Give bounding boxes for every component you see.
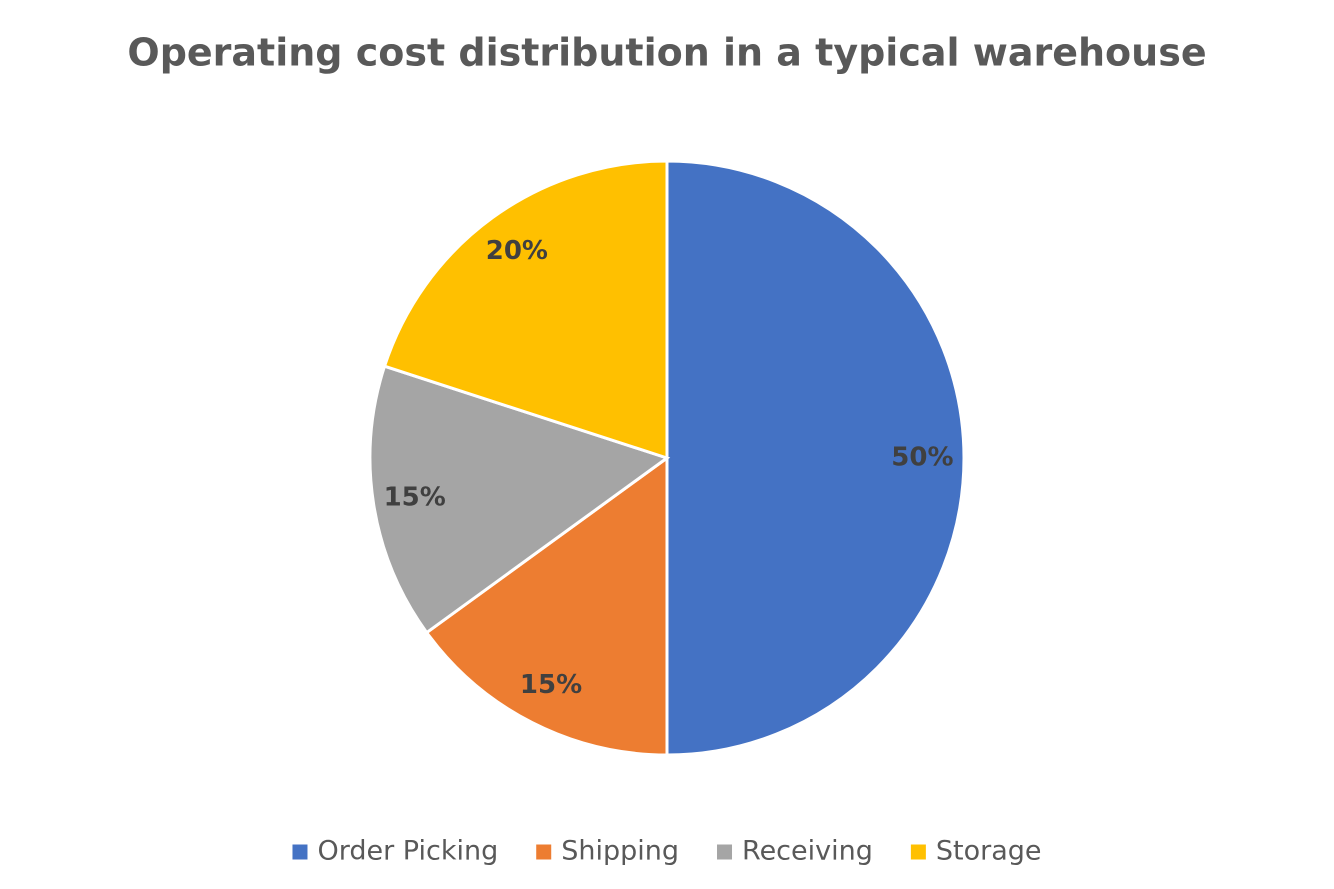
- data-label: 20%: [486, 236, 548, 266]
- legend-label: Storage: [936, 836, 1042, 867]
- legend-swatch: [536, 844, 552, 860]
- pie-slice: [665, 159, 966, 757]
- legend-label: Receiving: [742, 836, 873, 867]
- data-label: 50%: [891, 443, 953, 473]
- pie-slice: [368, 364, 671, 635]
- legend-swatch: [292, 844, 308, 860]
- legend-swatch: [717, 844, 733, 860]
- legend-label: Order Picking: [317, 836, 498, 867]
- data-label: 15%: [384, 482, 446, 512]
- pie-slice: [424, 455, 669, 757]
- chart-title: Operating cost distribution in a typical…: [127, 31, 1206, 75]
- legend-swatch: [910, 844, 926, 860]
- legend-label: Shipping: [561, 836, 679, 867]
- data-label: 15%: [520, 670, 582, 700]
- pie-slice: [382, 159, 669, 461]
